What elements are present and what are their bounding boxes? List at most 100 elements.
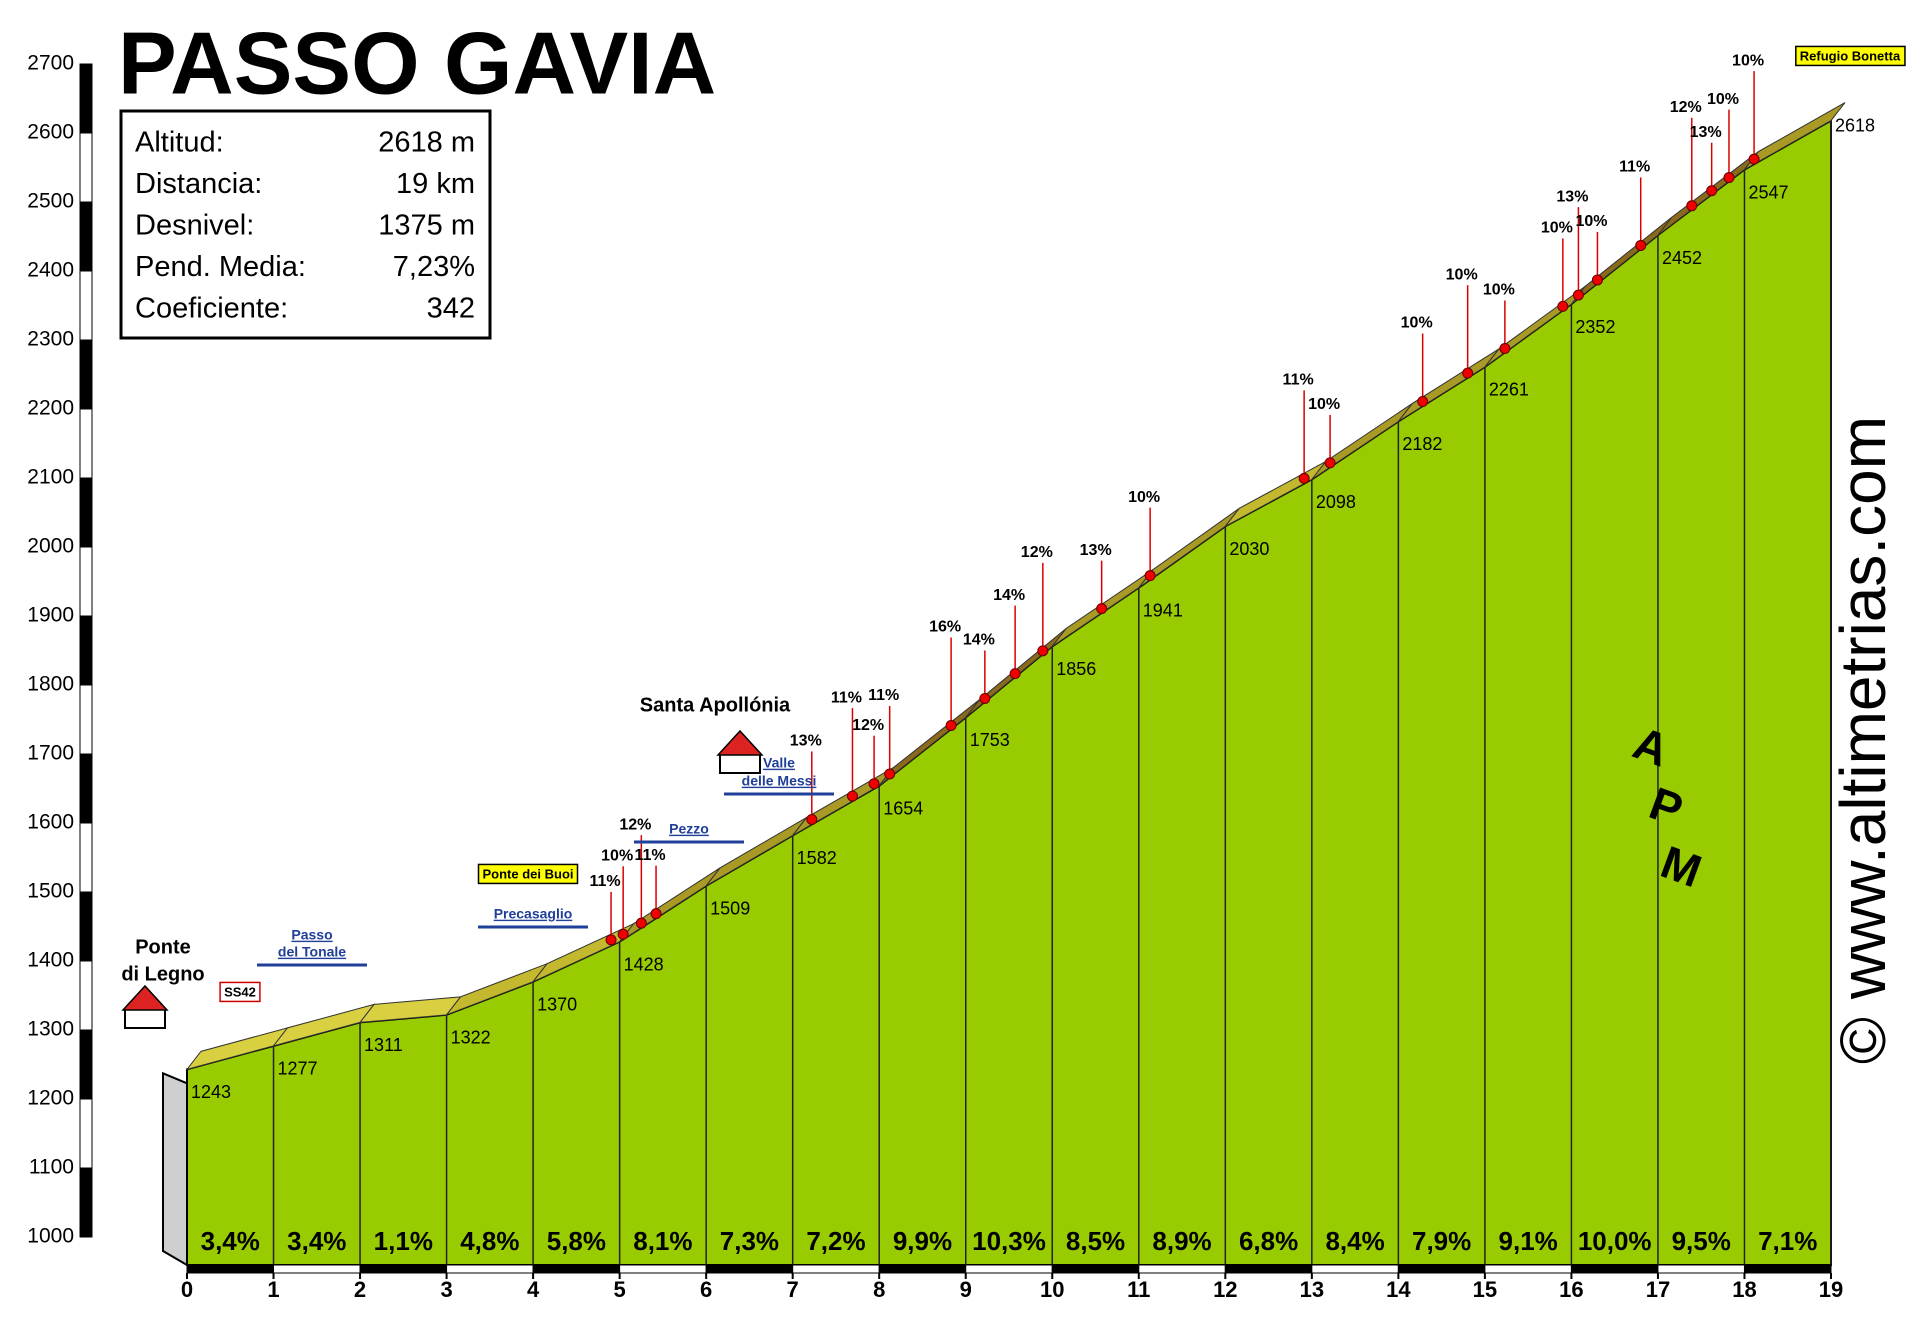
steep-point [1009, 668, 1021, 680]
altitude-label: 1428 [624, 954, 664, 974]
gradient-label: 3,4% [287, 1226, 346, 1256]
chart-title: PASSO GAVIA [118, 13, 716, 112]
altitude-label: 2030 [1229, 539, 1269, 559]
steep-point [650, 908, 662, 920]
house-roof [121, 984, 169, 1011]
y-axis-strip [79, 753, 93, 824]
steep-point [945, 720, 957, 732]
gradient-label: 4,8% [460, 1226, 519, 1256]
steep-label: 10% [1401, 315, 1433, 332]
gradient-label: 7,1% [1758, 1226, 1817, 1256]
altitude-label: 1941 [1143, 600, 1183, 620]
y-tick-label: 2600 [27, 121, 74, 144]
steep-point [1499, 342, 1511, 354]
steep-point [979, 692, 991, 704]
gradient-label: 9,9% [893, 1226, 952, 1256]
place-box [477, 863, 579, 885]
steep-label: 14% [993, 587, 1025, 604]
steep-label: 13% [1080, 542, 1112, 559]
steep-label: 10% [1575, 213, 1607, 230]
steep-label: 10% [1732, 52, 1764, 69]
x-tick-label: 10 [1040, 1277, 1064, 1302]
y-tick-label: 2300 [27, 328, 74, 351]
steep-point [1417, 396, 1429, 408]
km-strip [446, 1264, 534, 1274]
place-label: di Legno [121, 963, 204, 985]
x-tick-label: 18 [1732, 1277, 1756, 1302]
steep-point [605, 934, 617, 946]
place-label: SS42 [224, 984, 256, 999]
y-axis-strip [79, 132, 93, 203]
place-label: Pezzo [669, 821, 709, 837]
profile-side [162, 1071, 188, 1267]
watermark: © www.altimetrias.com [1827, 416, 1899, 1064]
km-strip [1224, 1264, 1313, 1274]
altitude-label: 2618 [1835, 115, 1875, 135]
steep-label: 10% [1128, 489, 1160, 506]
place-label: Santa Apollónia [640, 694, 791, 716]
house-roof [716, 729, 764, 756]
y-tick-label: 2400 [27, 259, 74, 282]
steep-point [1748, 153, 1760, 165]
y-axis-strip [79, 684, 93, 755]
y-axis-strip [79, 546, 93, 617]
gradient-label: 8,9% [1152, 1226, 1211, 1256]
y-axis-strip [79, 201, 93, 272]
altitude-label: 1370 [537, 994, 577, 1014]
steep-label: 10% [1483, 282, 1515, 299]
steep-label: 10% [1541, 220, 1573, 237]
info-label: Coeficiente: [135, 293, 288, 325]
altitude-label: 1322 [451, 1028, 491, 1048]
place-box [219, 981, 261, 1003]
altitude-label: 1582 [797, 848, 837, 868]
y-axis-strip [79, 822, 93, 893]
gradient-label: 10,0% [1578, 1226, 1652, 1256]
gradient-label: 10,3% [972, 1226, 1046, 1256]
y-tick-label: 1600 [27, 811, 74, 834]
altitude-label: 2547 [1748, 182, 1788, 202]
km-strip [532, 1264, 621, 1274]
y-tick-label: 1500 [27, 880, 74, 903]
steep-label: 11% [1283, 372, 1314, 389]
altitude-label: 2261 [1489, 380, 1529, 400]
gradient-label: 7,9% [1412, 1226, 1471, 1256]
steep-label: 12% [1021, 544, 1053, 561]
info-value: 1375 m [378, 210, 475, 242]
info-label: Pend. Media: [135, 251, 306, 283]
km-strip [965, 1264, 1053, 1274]
info-label: Distancia: [135, 168, 262, 200]
place-label: delle Messi [742, 773, 817, 789]
steep-point [617, 928, 629, 940]
altitude-label: 2098 [1316, 492, 1356, 512]
info-label: Desnivel: [135, 210, 254, 242]
place-box [1795, 45, 1906, 67]
altitude-label: 1753 [970, 730, 1010, 750]
y-axis-strip [79, 891, 93, 962]
steep-point [1144, 570, 1156, 582]
steep-label: 10% [601, 847, 633, 864]
altitude-label: 2352 [1575, 317, 1615, 337]
y-axis-strip [79, 408, 93, 479]
x-tick-label: 14 [1386, 1277, 1411, 1302]
gradient-label: 8,1% [633, 1226, 692, 1256]
altitude-label: 1856 [1056, 659, 1096, 679]
x-tick-label: 2 [354, 1277, 366, 1302]
steep-label: 10% [1707, 91, 1739, 108]
gradient-label: 7,3% [720, 1226, 779, 1256]
y-tick-label: 1000 [27, 1225, 74, 1248]
x-tick-label: 19 [1819, 1277, 1843, 1302]
km-strip [359, 1264, 448, 1274]
y-axis-strip [79, 1098, 93, 1169]
steep-label: 10% [1446, 266, 1478, 283]
altitude-label: 1311 [364, 1035, 403, 1055]
info-value: 7,23% [393, 251, 475, 283]
info-label: Altitud: [135, 127, 224, 159]
y-axis-strip [79, 615, 93, 686]
km-strip [792, 1264, 880, 1274]
y-tick-label: 2500 [27, 190, 74, 213]
x-tick-label: 16 [1559, 1277, 1583, 1302]
y-tick-label: 2700 [27, 52, 74, 75]
y-axis-strip [79, 270, 93, 341]
altitude-label: 2182 [1402, 434, 1442, 454]
y-tick-label: 1100 [29, 1156, 74, 1179]
